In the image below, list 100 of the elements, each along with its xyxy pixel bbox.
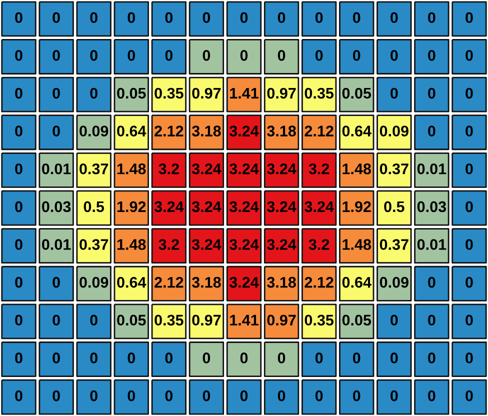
- data-label: 3.24: [229, 163, 259, 174]
- data-label: 2.12: [154, 276, 184, 288]
- data-label: 0: [428, 12, 436, 24]
- data-label: 3.24: [229, 126, 259, 136]
- data-label: 0.37: [380, 163, 408, 174]
- data-label: 0: [240, 352, 248, 364]
- data-label: 0.37: [80, 163, 108, 174]
- data-label: 0: [278, 390, 286, 402]
- data-label: 1.48: [117, 239, 146, 250]
- data-label: 0: [390, 390, 398, 402]
- data-label: 3.24: [154, 201, 184, 212]
- data-label: 0.64: [342, 126, 372, 136]
- data-label: 0: [165, 12, 173, 24]
- data-label: 3.18: [267, 276, 296, 288]
- data-label: 0.05: [117, 314, 146, 326]
- data-label: 0.64: [117, 126, 146, 136]
- data-label: 0: [315, 390, 323, 402]
- data-label: 0: [202, 12, 210, 24]
- data-label: 0: [15, 163, 22, 174]
- data-label: 0.5: [384, 201, 404, 212]
- data-label: 0.05: [117, 88, 146, 99]
- data-label: 0: [128, 50, 136, 61]
- data-label: 3.24: [229, 276, 259, 288]
- data-label: 0.01: [42, 163, 71, 174]
- data-label: 0: [15, 201, 22, 212]
- data-label: 0: [52, 390, 60, 402]
- data-label: 0: [52, 126, 60, 136]
- data-label: 0: [428, 390, 436, 402]
- data-label: 0: [52, 352, 60, 364]
- data-label: 0: [390, 50, 398, 61]
- data-label: 2.12: [154, 126, 184, 136]
- data-label: 0.35: [304, 314, 334, 326]
- data-label: 3.2: [158, 239, 179, 250]
- data-label: 0.64: [342, 276, 372, 288]
- data-label: 0: [390, 88, 398, 99]
- data-label: 0: [128, 352, 136, 364]
- data-label: 0: [240, 50, 248, 61]
- data-label: 0: [15, 12, 22, 24]
- data-label: 0: [240, 390, 248, 402]
- data-label: 0: [52, 12, 60, 24]
- data-label: 0.01: [42, 239, 71, 250]
- data-label: 0: [90, 50, 98, 61]
- data-label: 0: [352, 352, 360, 364]
- data-label: 0: [466, 201, 473, 212]
- data-label: 0.37: [380, 239, 408, 250]
- data-label: 0.35: [304, 88, 334, 99]
- data-label: 3.24: [267, 239, 296, 250]
- data-label: 3.24: [192, 239, 222, 250]
- data-label: 0: [128, 12, 136, 24]
- data-label: 0: [128, 390, 136, 402]
- data-label: 0: [466, 390, 473, 402]
- data-label: 1.48: [342, 239, 372, 250]
- data-label: 1.92: [342, 201, 371, 212]
- data-label: 0.35: [154, 314, 184, 326]
- data-label: 0: [466, 88, 473, 99]
- data-label: 0: [315, 352, 323, 364]
- data-label: 1.41: [230, 314, 258, 326]
- data-label: 0: [165, 390, 173, 402]
- data-label: 3.2: [158, 163, 179, 174]
- data-label: 0: [52, 276, 60, 288]
- data-label: 0: [90, 352, 98, 364]
- data-label: 3.2: [308, 163, 330, 174]
- data-label: 0: [15, 390, 22, 402]
- data-label: 0: [390, 12, 398, 24]
- data-label: 0: [15, 126, 22, 136]
- data-label: 0: [90, 390, 98, 402]
- data-label: 0: [390, 314, 398, 326]
- data-label: 3.24: [267, 201, 296, 212]
- data-label: 3.18: [192, 276, 221, 288]
- data-label: 0: [315, 50, 323, 61]
- data-label: 0: [428, 314, 436, 326]
- data-label: 0: [428, 88, 436, 99]
- data-label: 0: [390, 352, 398, 364]
- data-label: 0: [315, 12, 323, 24]
- data-label: 0.97: [267, 88, 296, 99]
- data-label: 0: [428, 50, 436, 61]
- data-label: 3.24: [192, 201, 222, 212]
- data-label: 0.05: [342, 314, 372, 326]
- data-label: 0: [90, 12, 98, 24]
- data-label: 0: [240, 12, 248, 24]
- data-label: 0.5: [84, 201, 104, 212]
- data-label: 0: [202, 390, 210, 402]
- data-label: 0: [428, 352, 436, 364]
- data-label: 0.64: [117, 276, 146, 288]
- data-label: 0.37: [80, 239, 108, 250]
- data-label: 3.2: [308, 239, 330, 250]
- data-label: 0: [466, 276, 473, 288]
- data-label: 0: [15, 276, 22, 288]
- data-label: 0: [466, 163, 473, 174]
- data-label: 0: [15, 50, 22, 61]
- data-label: 0: [15, 88, 22, 99]
- data-label: 0: [352, 50, 360, 61]
- data-label: 0.03: [417, 201, 446, 212]
- data-label: 0.01: [417, 239, 446, 250]
- data-label: 0: [278, 352, 286, 364]
- data-label: 0: [466, 126, 473, 136]
- data-label: 0.97: [192, 314, 221, 326]
- data-label: 0.05: [342, 88, 372, 99]
- data-label: 0: [15, 239, 22, 250]
- data-label: 3.18: [267, 126, 296, 136]
